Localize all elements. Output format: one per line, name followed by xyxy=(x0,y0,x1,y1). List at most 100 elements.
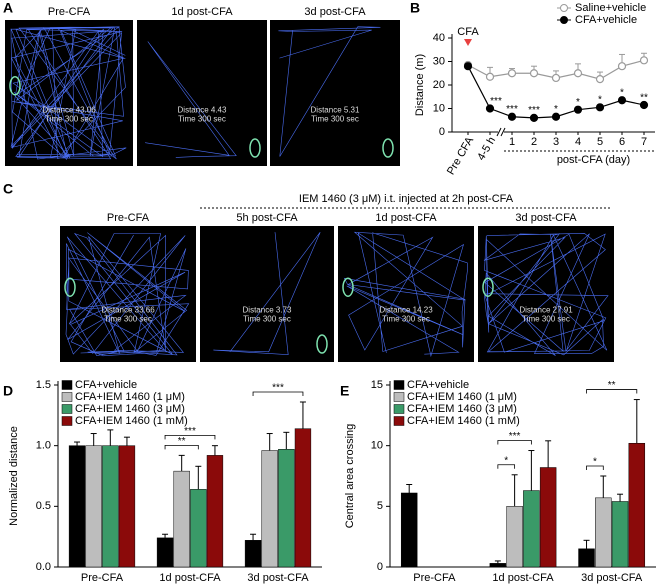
distance-label: Distance 14.23 xyxy=(379,305,433,314)
track-image xyxy=(60,226,196,362)
x-tick-label: 4-5 h xyxy=(475,135,498,163)
bar xyxy=(628,442,646,568)
y-tick-label: 1.5 xyxy=(36,379,51,391)
significance: * xyxy=(504,455,508,466)
image-title: Pre-CFA xyxy=(107,212,150,224)
significance: *** xyxy=(528,105,540,116)
panel-letter: E xyxy=(340,383,349,399)
annotation-arrow xyxy=(464,39,472,46)
significance-bracket xyxy=(586,465,604,470)
x-group-label: post-CFA (day) xyxy=(557,154,630,166)
animal-mark xyxy=(342,277,354,297)
significance-bracket xyxy=(164,434,216,440)
y-tick-label: 20 xyxy=(433,79,445,91)
bar xyxy=(539,467,557,568)
legend-swatch xyxy=(61,392,73,402)
x-tick-label: 1d post-CFA xyxy=(159,572,221,584)
track-path xyxy=(483,232,609,356)
legend-label: CFA+IEM 1460 (3 μM) xyxy=(75,403,185,415)
significance-bracket xyxy=(252,391,304,396)
animal-mark xyxy=(64,277,76,297)
significance-bracket xyxy=(497,464,516,469)
x-tick-label: 6 xyxy=(619,136,625,148)
time-label: Time 300 sec xyxy=(522,314,570,323)
significance: *** xyxy=(184,426,196,437)
time-label: Time 300 sec xyxy=(104,314,152,323)
x-tick-label: Pre CFA xyxy=(445,134,477,177)
point xyxy=(485,104,495,113)
bar xyxy=(173,470,190,568)
point xyxy=(573,105,583,114)
point xyxy=(529,69,539,78)
x-tick-label: 1d post-CFA xyxy=(492,572,554,584)
y-tick-label: 0 xyxy=(377,561,383,573)
track-image xyxy=(200,226,334,362)
axis-break-gap xyxy=(498,129,504,135)
distance-label: Distance 33.66 xyxy=(101,305,155,314)
y-tick-label: 5 xyxy=(377,500,383,512)
panel-letter: B xyxy=(410,0,420,16)
point xyxy=(485,72,495,81)
legend-label: CFA+IEM 1460 (1 mM) xyxy=(407,415,520,427)
track-path xyxy=(145,41,237,158)
bar xyxy=(244,540,262,568)
legend-marker xyxy=(560,16,568,24)
point xyxy=(573,69,583,78)
distance-label: Distance 27.91 xyxy=(519,305,573,314)
y-tick-label: 0.0 xyxy=(36,561,51,573)
bar xyxy=(156,537,174,568)
panel-header: IEM 1460 (3 μM) i.t. injected at 2h post… xyxy=(299,193,514,205)
annotation: CFA xyxy=(457,26,479,38)
bar xyxy=(595,497,612,568)
point xyxy=(595,103,605,112)
panel-letter: C xyxy=(3,181,13,197)
bar xyxy=(278,449,295,568)
point xyxy=(617,62,627,71)
y-tick-label: 30 xyxy=(433,55,445,67)
significance: *** xyxy=(509,431,521,442)
bar xyxy=(261,450,278,568)
point xyxy=(551,112,561,121)
legend-swatch xyxy=(393,404,405,414)
time-label: Time 300 sec xyxy=(45,115,93,124)
x-tick-label: 7 xyxy=(641,136,647,148)
x-tick-label: Pre-CFA xyxy=(413,572,456,584)
bar xyxy=(611,501,629,568)
bar xyxy=(102,445,119,568)
legend-swatch xyxy=(61,380,73,390)
axis-break xyxy=(500,127,506,137)
significance-bracket xyxy=(497,440,532,445)
time-label: Time 300 sec xyxy=(311,115,359,124)
bar xyxy=(523,490,540,568)
track-path xyxy=(343,231,469,358)
significance: *** xyxy=(506,104,518,115)
track-path xyxy=(10,26,127,160)
legend-swatch xyxy=(61,404,73,414)
animal-mark xyxy=(316,334,328,354)
y-tick-label: 10 xyxy=(371,440,383,452)
bar xyxy=(294,428,312,568)
y-tick-label: 10 xyxy=(433,102,445,114)
track-path xyxy=(213,232,321,356)
significance-bracket xyxy=(164,444,199,450)
point xyxy=(617,96,627,105)
legend-swatch xyxy=(61,416,73,426)
x-tick-label: 4 xyxy=(575,136,581,148)
point xyxy=(507,112,517,121)
image-title: 1d post-CFA xyxy=(171,6,233,18)
legend-label: CFA+IEM 1460 (1 μM) xyxy=(407,391,517,403)
image-title: 3d post-CFA xyxy=(515,212,577,224)
y-tick-label: 40 xyxy=(433,32,445,44)
bar xyxy=(489,563,507,568)
distance-label: Distance 3.73 xyxy=(243,305,292,314)
time-label: Time 300 sec xyxy=(382,314,430,323)
legend-marker xyxy=(560,4,568,12)
image-title: Pre-CFA xyxy=(48,6,91,18)
x-tick-label: 3d post-CFA xyxy=(581,572,643,584)
bar xyxy=(190,489,207,568)
legend-label: CFA+vehicle xyxy=(407,379,469,391)
significance: *** xyxy=(490,96,502,107)
point xyxy=(639,100,649,110)
bar xyxy=(206,455,224,568)
animal-mark xyxy=(249,138,261,158)
